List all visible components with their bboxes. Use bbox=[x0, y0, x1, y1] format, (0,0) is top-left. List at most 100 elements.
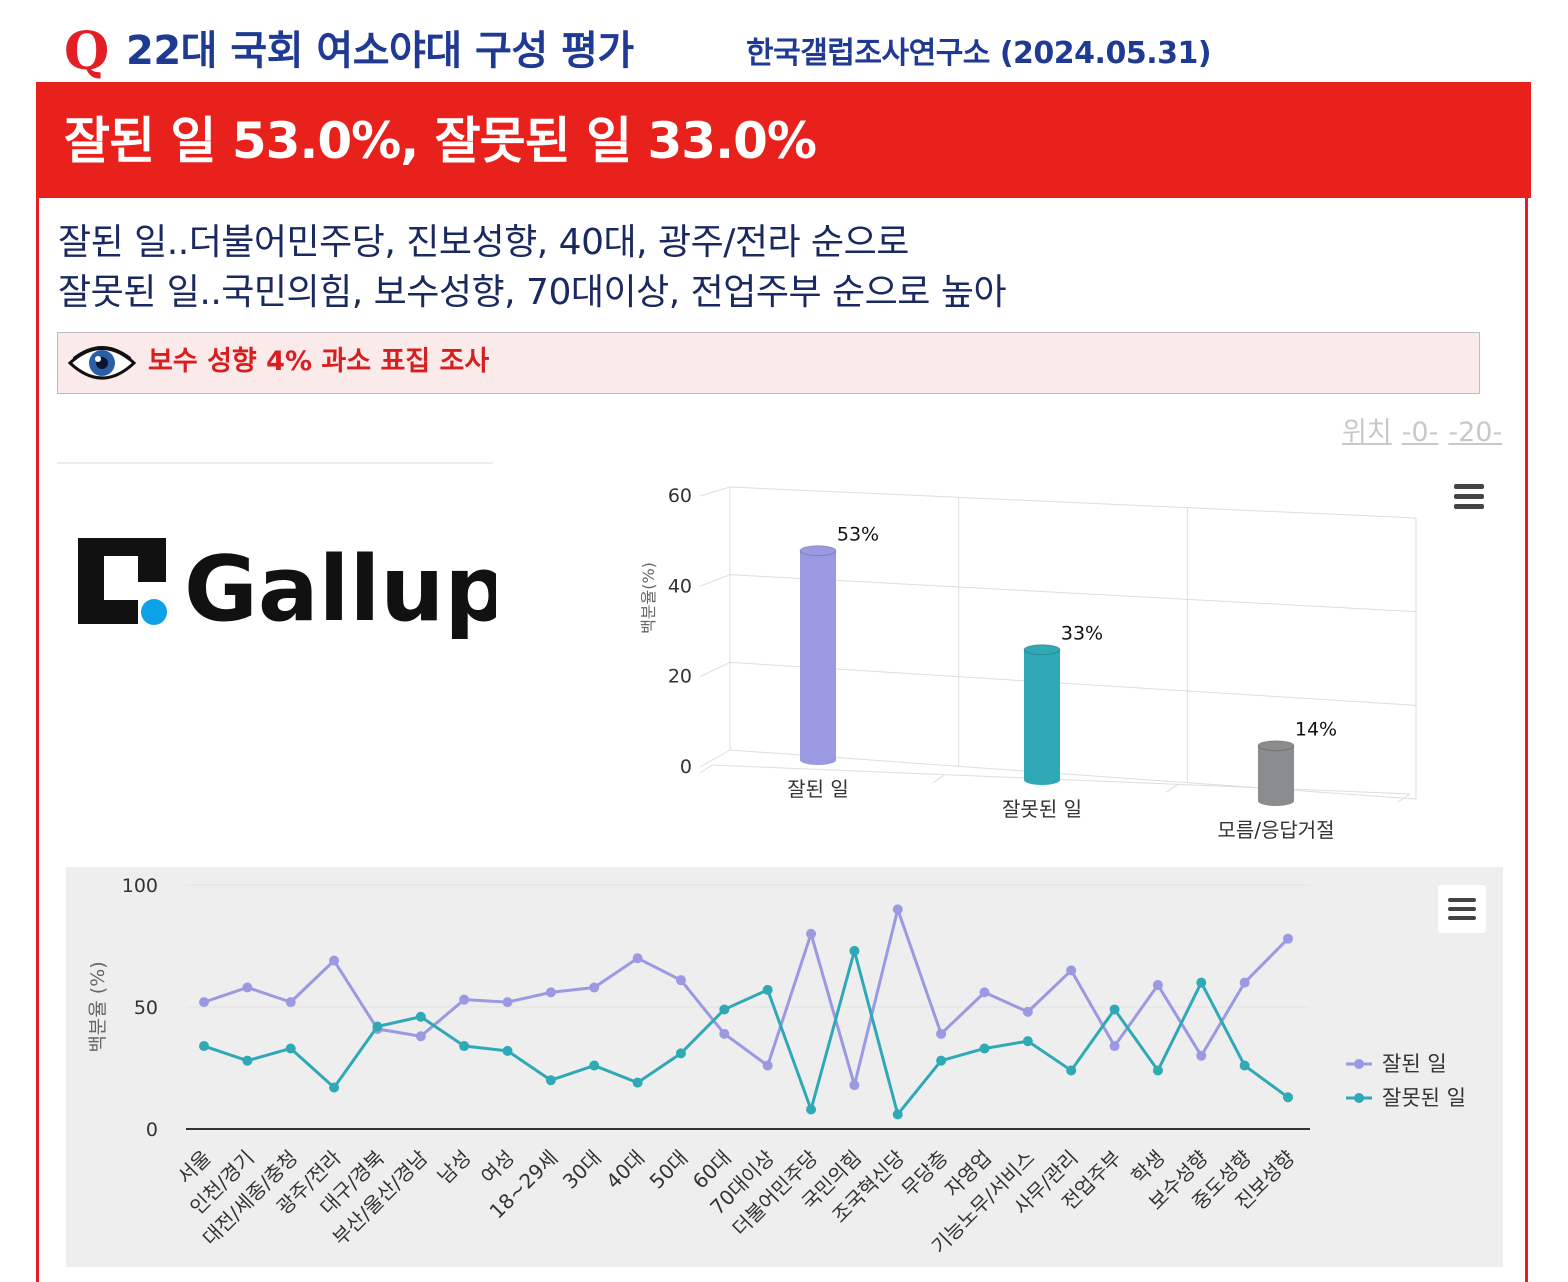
data-point bbox=[589, 982, 600, 993]
eye-icon bbox=[68, 346, 136, 380]
gallup-logo: Gallup bbox=[78, 537, 496, 642]
series-2 bbox=[199, 945, 1293, 1120]
data-point bbox=[372, 1021, 383, 1032]
data-label: 14% bbox=[1295, 719, 1337, 741]
position-link-0[interactable]: -0- bbox=[1401, 417, 1439, 448]
divider bbox=[57, 462, 493, 464]
bar-chart-data-labels: 53% 33% 14% bbox=[837, 524, 1337, 741]
legend-item: 잘된 일 bbox=[1346, 1052, 1447, 1076]
bar-chart-bars bbox=[799, 545, 1295, 806]
bar bbox=[1257, 740, 1295, 806]
data-point bbox=[762, 1060, 773, 1071]
data-point bbox=[1152, 1065, 1163, 1076]
category-label: 잘된 일 bbox=[787, 777, 849, 801]
y-tick-label: 50 bbox=[134, 997, 158, 1019]
grid-line bbox=[729, 574, 1417, 613]
series-line bbox=[203, 949, 1289, 1116]
bar-top bbox=[799, 545, 837, 557]
summary-line-1: 잘된 일..더불어민주당, 진보성향, 40대, 광주/전라 순으로 bbox=[58, 222, 909, 263]
data-point bbox=[1196, 1050, 1207, 1061]
data-point bbox=[199, 997, 209, 1008]
page-title: 22대 국회 여소야대 구성 평가 bbox=[126, 28, 634, 74]
line-chart: 0 50 100 백분율 (%) 서울인천/경기대전/세종/충청광주/전라대구/경북… bbox=[87, 875, 1486, 1259]
data-point bbox=[502, 1045, 513, 1056]
grid-line bbox=[729, 749, 1417, 800]
grid-line bbox=[1165, 783, 1179, 793]
line-chart-y-ticks: 0 50 100 bbox=[122, 875, 158, 1141]
data-point bbox=[1283, 1092, 1293, 1103]
data-label: 33% bbox=[1061, 623, 1103, 645]
data-point bbox=[979, 987, 990, 998]
grid-line bbox=[699, 661, 731, 678]
data-point bbox=[675, 1048, 686, 1059]
hamburger-menu-icon[interactable] bbox=[1438, 885, 1486, 933]
data-point bbox=[502, 997, 513, 1008]
data-point bbox=[632, 953, 643, 964]
data-point bbox=[285, 997, 296, 1008]
line-chart-grid bbox=[186, 884, 1310, 1130]
data-point bbox=[1239, 1060, 1250, 1071]
data-point bbox=[719, 1004, 730, 1015]
note-box: 보수 성향 4% 과소 표집 조사 bbox=[57, 332, 1480, 394]
bar-body bbox=[1024, 649, 1060, 785]
data-point bbox=[806, 928, 817, 939]
bar-body bbox=[800, 550, 836, 765]
category-label: 무당층 bbox=[897, 1146, 953, 1202]
bar bbox=[1023, 644, 1061, 785]
data-point bbox=[1066, 965, 1077, 976]
hamburger-menu-icon[interactable] bbox=[1454, 484, 1484, 510]
data-point bbox=[806, 1104, 817, 1115]
line-chart-series bbox=[199, 904, 1293, 1120]
data-label: 53% bbox=[837, 524, 879, 546]
grid-line bbox=[1397, 793, 1411, 803]
legend-label: 잘못된 일 bbox=[1382, 1086, 1466, 1110]
legend-label: 잘된 일 bbox=[1382, 1052, 1447, 1076]
line-chart-y-label: 백분율 (%) bbox=[87, 961, 109, 1052]
category-label: 모름/응답거절 bbox=[1217, 818, 1334, 842]
data-point bbox=[936, 1055, 947, 1066]
position-label-link[interactable]: 위치 bbox=[1342, 417, 1392, 448]
data-point bbox=[849, 1080, 860, 1091]
position-links: 위치 -0- -20- bbox=[1342, 416, 1512, 450]
bar-chart-y-label: 백분율(%) bbox=[639, 562, 658, 634]
data-point bbox=[1239, 977, 1250, 988]
data-point bbox=[242, 982, 253, 993]
data-point bbox=[545, 987, 556, 998]
bar-top bbox=[1257, 740, 1295, 752]
data-point bbox=[1196, 977, 1207, 988]
legend-marker bbox=[1354, 1059, 1364, 1069]
data-point bbox=[545, 1075, 556, 1086]
category-label: 50대 bbox=[645, 1146, 693, 1194]
y-tick-label: 20 bbox=[668, 666, 692, 688]
data-point bbox=[329, 955, 340, 966]
legend-marker bbox=[1354, 1093, 1364, 1103]
line-chart-background bbox=[66, 867, 1503, 1267]
grid-line bbox=[932, 774, 946, 784]
bar-body bbox=[1258, 745, 1294, 806]
legend-item: 잘못된 일 bbox=[1346, 1086, 1466, 1110]
data-point bbox=[242, 1055, 253, 1066]
data-point bbox=[892, 904, 903, 915]
headline-text: 잘된 일 53.0%, 잘못된 일 33.0% bbox=[64, 112, 817, 170]
data-point bbox=[415, 1011, 426, 1022]
data-point bbox=[675, 975, 686, 986]
gallup-logo-text: Gallup bbox=[184, 537, 496, 642]
q-mark: Q bbox=[64, 21, 110, 82]
data-point bbox=[589, 1060, 600, 1071]
data-point bbox=[1022, 1006, 1033, 1017]
category-label: 30대 bbox=[558, 1146, 606, 1194]
position-link-20[interactable]: -20- bbox=[1448, 417, 1503, 448]
grid-line bbox=[729, 486, 1417, 519]
category-label: 잘못된 일 bbox=[1002, 797, 1082, 821]
y-tick-label: 60 bbox=[668, 485, 692, 507]
bar-top bbox=[1023, 644, 1061, 656]
y-tick-label: 0 bbox=[680, 756, 692, 778]
data-point bbox=[719, 1028, 730, 1039]
grid-line bbox=[699, 764, 713, 774]
series-line bbox=[203, 907, 1290, 1087]
bar-chart-y-ticks: 0 20 40 60 bbox=[668, 485, 692, 778]
